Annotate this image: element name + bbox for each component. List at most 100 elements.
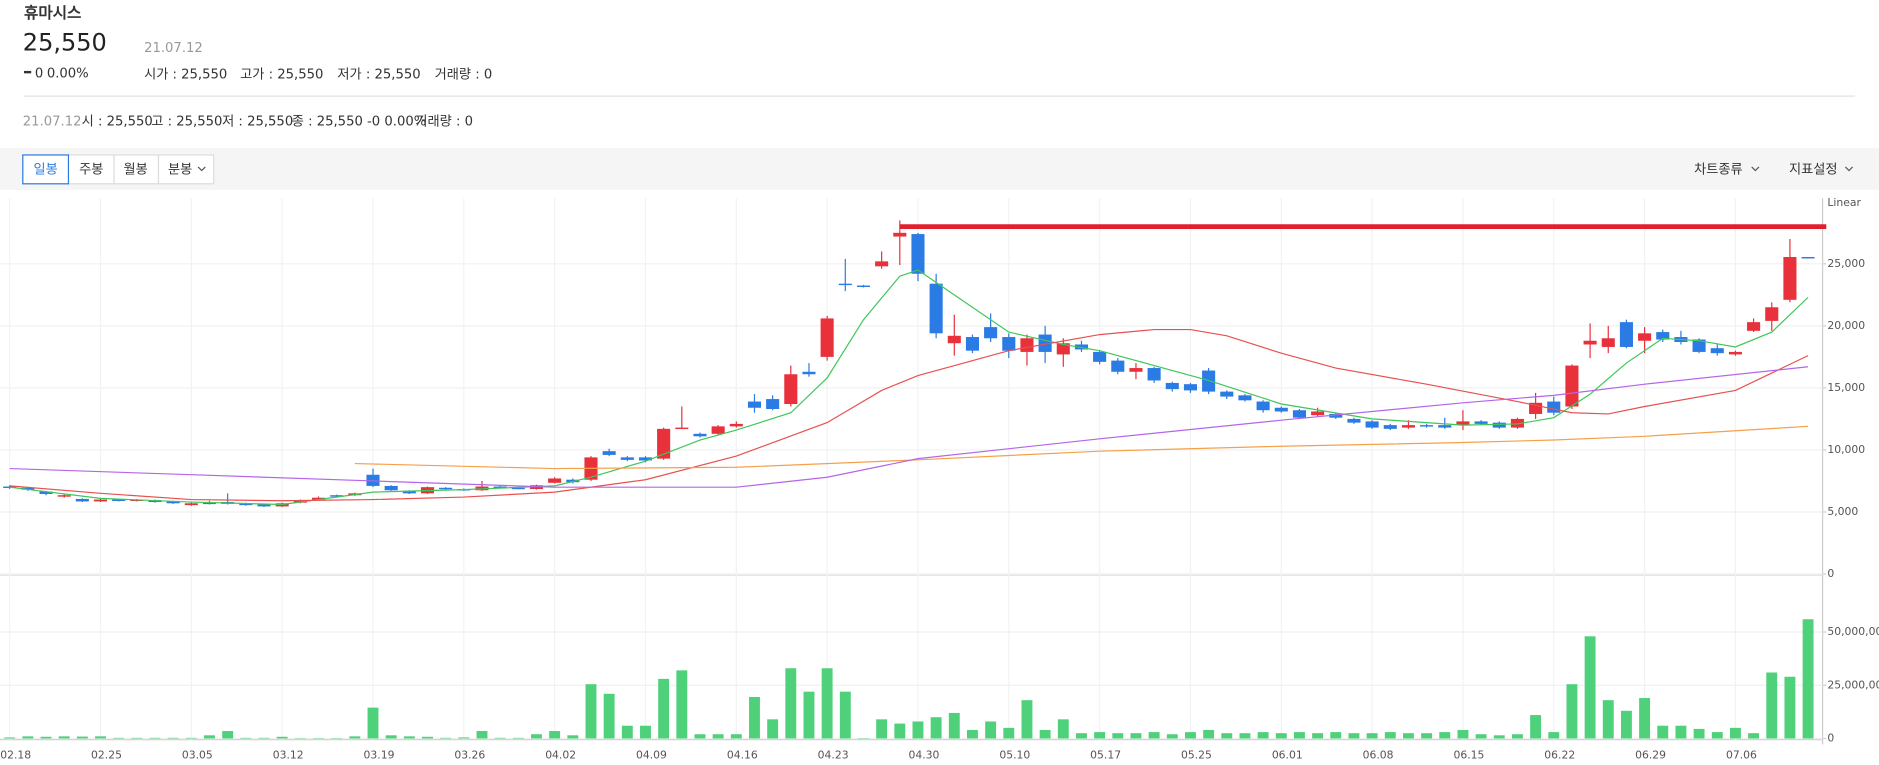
volume-bar [1221, 733, 1233, 739]
volume-bar [204, 735, 215, 739]
volume-bar [240, 737, 252, 739]
candle-body [1510, 418, 1524, 428]
candle-body [384, 485, 398, 491]
volume-bar [1620, 710, 1632, 739]
info-field: 시 : 25,550 [82, 114, 153, 129]
candle-body [1274, 407, 1288, 412]
candle-body [1547, 401, 1561, 413]
candle-body [1111, 360, 1125, 372]
volume-bar [58, 736, 70, 739]
volume-bar [894, 723, 906, 739]
candle-body [1529, 402, 1543, 414]
candle-body [1311, 411, 1325, 416]
x-tick-label: 06.08 [1363, 748, 1394, 761]
candle-body [112, 499, 126, 502]
volume-bar [113, 737, 125, 739]
volume-bar [585, 684, 597, 739]
candle-body [311, 497, 326, 500]
volume-bar [1602, 700, 1614, 739]
menu[interactable]: 지표설정 [1789, 161, 1838, 177]
menu[interactable]: 차트종류 [1694, 161, 1743, 177]
flat-sign [24, 70, 32, 74]
x-tick-label: 04.16 [727, 748, 758, 761]
line-series [9, 328, 1809, 502]
grid-layer [0, 198, 1827, 740]
volume-bar [1639, 698, 1651, 739]
candle-body [1238, 395, 1252, 401]
tab[interactable]: 일봉 [33, 161, 57, 177]
tab[interactable]: 주봉 [79, 161, 103, 177]
volume-bar [131, 737, 143, 739]
volume-bar [367, 707, 379, 739]
volume-bar [1693, 728, 1705, 739]
x-tick-label: 03.12 [273, 748, 304, 761]
volume-bar [1348, 733, 1360, 739]
y-tick-label: 0 [1827, 567, 1834, 580]
candle-body [1710, 348, 1724, 354]
volume-bar [1384, 732, 1396, 739]
candle-body [1638, 333, 1652, 341]
volume-bar [1076, 733, 1087, 739]
volume-bar [258, 737, 270, 739]
volume-bar [1402, 733, 1414, 739]
stock-name: 휴마시스 [24, 4, 81, 22]
volume-bar [767, 719, 779, 739]
candle-body [1420, 425, 1434, 427]
scale-label: Linear [1827, 196, 1861, 209]
y-tick-label: 50,000,000 [1827, 625, 1879, 638]
volume-bar [621, 725, 633, 739]
stock-price: 25,550 [23, 28, 107, 56]
y-tick-label: 5,000 [1827, 505, 1858, 518]
candle-body [1601, 338, 1615, 347]
volume-bar [712, 734, 724, 739]
candle-body [638, 457, 653, 461]
x-tick-label: 06.29 [1635, 748, 1666, 761]
volume-bar [930, 717, 942, 739]
volume-bar [1784, 676, 1796, 739]
volume-bar [1511, 734, 1523, 739]
volume-bar [4, 737, 16, 739]
candle-body [929, 283, 943, 334]
volume-bar [1094, 732, 1106, 739]
volume-bar [948, 712, 960, 739]
candle-body [1728, 351, 1742, 355]
volume-bar [912, 721, 924, 739]
candle-body [747, 401, 762, 408]
info-field: 거래량 : 0 [415, 113, 473, 129]
candle-body [511, 487, 525, 490]
candle-body [330, 495, 344, 497]
volume-bar [1548, 732, 1560, 739]
volume-bar [603, 693, 615, 739]
x-tick-label: 07.06 [1726, 748, 1757, 761]
candle-body [184, 503, 198, 506]
tab[interactable]: 월봉 [124, 161, 148, 177]
candle-body [1147, 368, 1161, 381]
volume-bar [222, 731, 234, 739]
volume-bar [1003, 727, 1015, 739]
field: 저가 : 25,550 [337, 67, 420, 83]
tab[interactable]: 분봉 [168, 161, 192, 177]
candle-body [729, 423, 743, 427]
y-tick-label: 15,000 [1827, 381, 1865, 394]
candle-body [1619, 322, 1633, 347]
candle-body [984, 327, 998, 339]
candle-body [1565, 365, 1579, 407]
volume-bar [967, 729, 978, 739]
candle-body [875, 261, 889, 267]
volume-bar [440, 737, 452, 739]
volume-bar [1493, 735, 1505, 739]
volume-bar [1584, 636, 1596, 739]
volume-bar [1312, 733, 1324, 739]
volume-bar [1530, 715, 1542, 739]
y-tick-label: 20,000 [1827, 319, 1865, 332]
candle-body [766, 399, 780, 409]
candle-body [965, 337, 980, 351]
candle-body [1583, 340, 1597, 345]
volume-bar [730, 734, 742, 739]
x-tick-label: 04.30 [909, 748, 940, 761]
candle-body [1492, 422, 1506, 428]
volume-bar [531, 734, 542, 739]
x-tick-label: 03.19 [364, 748, 395, 761]
volume-bar [1366, 733, 1378, 739]
